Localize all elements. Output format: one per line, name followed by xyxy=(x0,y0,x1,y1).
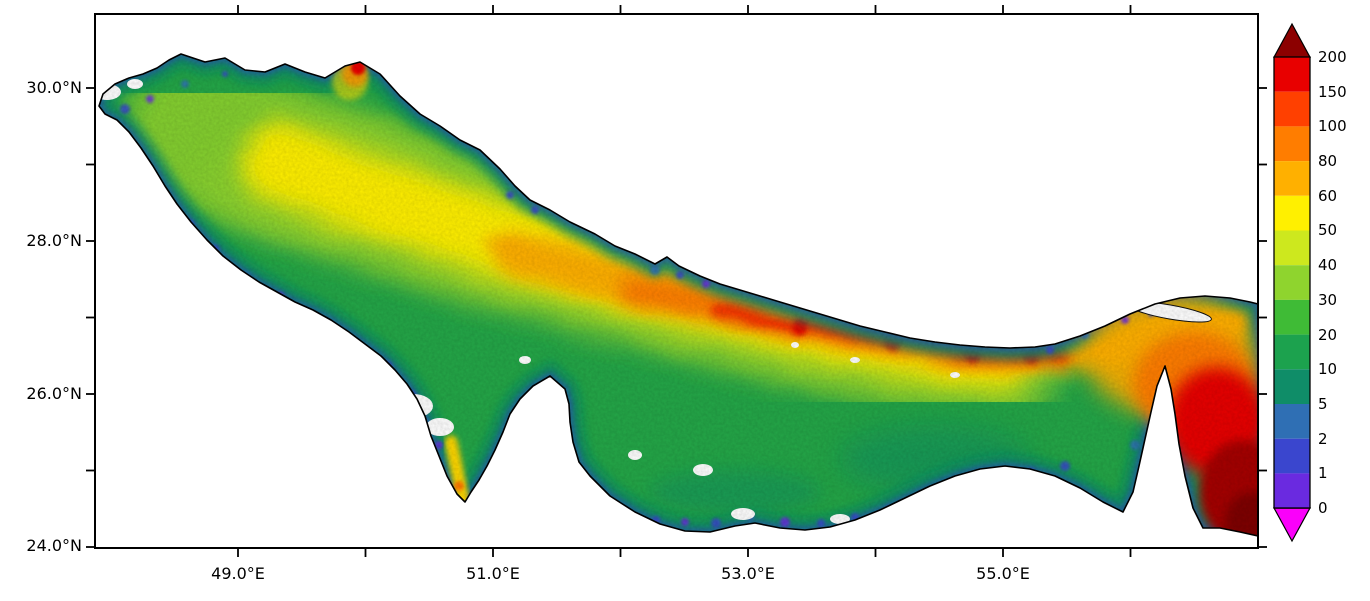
colorbar-band xyxy=(1274,438,1310,474)
colorbar-band xyxy=(1274,230,1310,266)
colorbar-label-50: 50 xyxy=(1318,221,1338,239)
colorbar-band xyxy=(1274,334,1310,370)
colorbar-label-10: 10 xyxy=(1318,360,1338,378)
colorbar-band xyxy=(1274,91,1310,127)
x-tick-label-55e: 55.0°E xyxy=(976,564,1030,583)
gulf-water-field xyxy=(99,54,1258,536)
colorbar-label-40: 40 xyxy=(1318,256,1338,274)
y-tick-label-24n: 24.0°N xyxy=(26,536,82,555)
axis-ticks xyxy=(86,5,1267,557)
colorbar xyxy=(1272,22,1312,543)
colorbar-label-30: 30 xyxy=(1318,291,1338,309)
colorbar-outline xyxy=(1273,56,1311,509)
raster-noise-texture xyxy=(99,54,1258,536)
plot-frame xyxy=(94,13,1259,549)
colorbar-band xyxy=(1274,126,1310,162)
x-tick-label-49e: 49.0°E xyxy=(211,564,265,583)
colorbar-label-1: 1 xyxy=(1318,464,1328,482)
colorbar-label-20: 20 xyxy=(1318,326,1338,344)
colorbar-band xyxy=(1274,161,1310,196)
y-tick-label-28n: 28.0°N xyxy=(26,231,82,250)
colorbar-band xyxy=(1274,57,1310,92)
y-tick-label-26n: 26.0°N xyxy=(26,384,82,403)
colorbar-band xyxy=(1274,404,1310,439)
colorbar-band xyxy=(1274,473,1310,509)
colorbar-band xyxy=(1274,299,1310,335)
colorbar-label-5: 5 xyxy=(1318,395,1328,413)
y-tick-label-30n: 30.0°N xyxy=(26,78,82,97)
x-tick-label-53e: 53.0°E xyxy=(721,564,775,583)
colorbar-label-200: 200 xyxy=(1318,48,1347,66)
colorbar-label-2: 2 xyxy=(1318,430,1328,448)
colorbar-label-80: 80 xyxy=(1318,152,1338,170)
colorbar-band xyxy=(1274,265,1310,300)
gulf-map xyxy=(98,53,1259,537)
colorbar-label-100: 100 xyxy=(1318,117,1347,135)
colorbar-label-0: 0 xyxy=(1318,499,1328,517)
colorbar-band xyxy=(1274,195,1310,231)
colorbar-label-60: 60 xyxy=(1318,187,1338,205)
colorbar-under-arrow xyxy=(1272,507,1312,543)
colorbar-band xyxy=(1274,369,1310,404)
colorbar-label-150: 150 xyxy=(1318,83,1347,101)
colorbar-over-arrow xyxy=(1272,22,1312,58)
x-tick-label-51e: 51.0°E xyxy=(466,564,520,583)
